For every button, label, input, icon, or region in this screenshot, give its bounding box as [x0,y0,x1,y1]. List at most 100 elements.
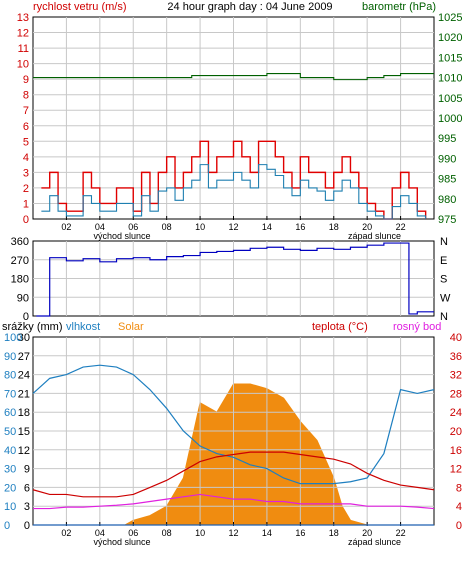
panel3-series [32,364,435,526]
humidity-axis-tick-label: 10 [4,501,16,513]
panel-humidity-temperature: srážky (mm) vlhkost Solar teplota (°C) r… [2,321,462,547]
direction-compass-label: W [440,292,451,304]
x-tick-label: 12 [228,528,238,538]
temperature-axis-tick-label: 8 [456,482,462,494]
right-axis-tick-label: 1025 [438,12,462,24]
rain-axis-tick-label: 0 [24,520,30,532]
rain-axis-tick-label: 18 [18,407,30,419]
panel3-rain-ticks: 0 3 6 9 12 15 18 21 24 27 30 [18,332,30,532]
humidity-axis-tick-label: 0 [4,520,10,532]
panel3-sunrise-label: východ slunce [93,537,150,547]
panel1-right-ticks: 975 980 985 990 995 1000 1005 1010 1015 1020 1025 [438,12,462,226]
panel3-x-ticks: 02 04 06 08 10 12 14 16 18 20 22 [61,522,406,538]
humidity-axis-tick-label: 70 [4,388,16,400]
rain-axis-tick-label: 3 [24,501,30,513]
right-axis-tick-label: 995 [438,133,456,145]
rain-axis-tick-label: 24 [18,370,30,382]
left-axis-tick-label: 2 [23,183,29,195]
temperature-axis-tick-label: 24 [450,407,462,419]
right-axis-tick-label: 1005 [438,93,462,105]
x-tick-label: 18 [329,528,339,538]
x-tick-label: 14 [262,528,272,538]
panel3-humidity-ticks: 0 10 20 30 40 50 60 70 80 90 100 [4,332,22,532]
direction-degree-label: 270 [11,255,29,267]
temperature-axis-tick-label: 36 [450,351,462,363]
x-tick-label: 02 [61,528,71,538]
panel2-left-ticks: 0 90 180 270 360 [11,236,29,323]
direction-degree-label: 180 [11,274,29,286]
x-tick-label: 16 [295,222,305,232]
x-tick-label: 16 [295,528,305,538]
direction-compass-label: S [440,274,447,286]
panel1-series [33,73,434,220]
direction-compass-label: N [440,311,448,323]
panel-wind-pressure: rychlost vetru (m/s) 24 hour graph day :… [17,1,463,241]
wind-series-line [41,164,427,220]
dew-point-series-line [33,493,435,510]
left-axis-tick-label: 8 [23,90,29,102]
x-tick-label: 20 [362,222,372,232]
right-axis-tick-label: 990 [438,153,456,165]
x-tick-label: 10 [195,222,205,232]
left-axis-tick-label: 12 [17,28,29,40]
x-tick-label: 10 [195,528,205,538]
temperature-axis-tick-label: 4 [456,501,462,513]
direction-compass-label: N [440,236,448,248]
panel3-humidity-label: vlhkost [66,321,100,333]
left-axis-tick-label: 6 [23,121,29,133]
rain-axis-tick-label: 30 [18,332,30,344]
humidity-series-line [32,364,435,485]
temperature-axis-tick-label: 0 [456,520,462,532]
rain-axis-tick-label: 12 [18,445,30,457]
left-axis-tick-label: 0 [23,214,29,226]
panel2-series [36,242,434,317]
temperature-series-line [32,451,435,498]
left-axis-tick-label: 4 [23,152,29,164]
direction-degree-label: 0 [23,311,29,323]
humidity-axis-tick-label: 90 [4,351,16,363]
humidity-axis-tick-label: 30 [4,464,16,476]
temperature-axis-tick-label: 28 [450,388,462,400]
x-tick-label: 06 [128,528,138,538]
rain-axis-tick-label: 6 [24,482,30,494]
pressure-series-line [33,73,434,81]
x-tick-label: 08 [162,528,172,538]
humidity-axis-tick-label: 40 [4,445,16,457]
humidity-axis-tick-label: 100 [4,332,22,344]
panel3-solar-label: Solar [118,321,144,333]
humidity-axis-tick-label: 50 [4,426,16,438]
left-axis-tick-label: 5 [23,136,29,148]
left-axis-tick-label: 7 [23,105,29,117]
humidity-axis-tick-label: 20 [4,482,16,494]
x-tick-label: 18 [329,222,339,232]
left-axis-tick-label: 9 [23,74,29,86]
left-axis-tick-label: 11 [18,43,29,55]
temperature-axis-tick-label: 12 [450,464,462,476]
direction-series-line [36,242,434,317]
panel1-title: 24 hour graph day : 04 June 2009 [167,1,332,13]
temperature-axis-tick-label: 20 [450,426,462,438]
left-axis-tick-label: 3 [23,167,29,179]
right-axis-tick-label: 1015 [438,52,462,64]
rain-axis-tick-label: 15 [18,426,30,438]
direction-compass-label: E [440,255,447,267]
x-tick-label: 08 [162,222,172,232]
panel3-temp-ticks: 0 4 8 12 16 20 24 28 32 36 40 [450,332,462,532]
left-axis-tick-label: 10 [17,59,29,71]
panel1-sunrise-label: východ slunce [93,231,150,241]
x-tick-label: 22 [396,222,406,232]
gust-series-line [41,140,427,220]
x-tick-label: 02 [61,222,71,232]
right-axis-tick-label: 985 [438,174,456,186]
direction-degree-label: 360 [11,236,29,248]
panel3-temp-label: teplota (°C) [312,321,368,333]
x-tick-label: 14 [262,222,272,232]
left-axis-tick-label: 1 [23,198,29,210]
left-axis-tick-label: 13 [17,12,29,24]
panel3-sunset-label: západ slunce [348,537,401,547]
temperature-axis-tick-label: 40 [450,332,462,344]
